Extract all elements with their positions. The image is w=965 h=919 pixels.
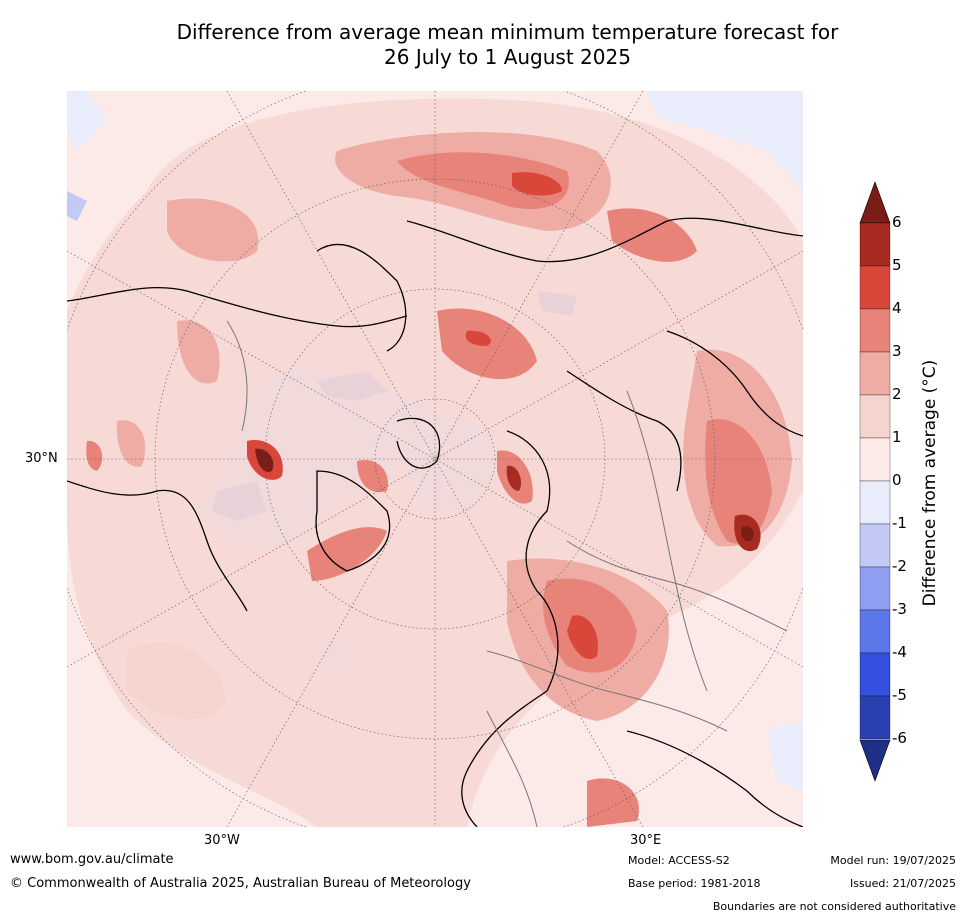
website-text: www.bom.gov.au/climate	[10, 852, 174, 867]
colorbar-bands	[859, 222, 891, 740]
colorbar-band	[859, 308, 891, 353]
country-borders	[226, 320, 788, 827]
graticule	[67, 91, 803, 827]
colorbar-band	[859, 652, 891, 697]
colorbar-label: Difference from average (°C)	[920, 359, 940, 607]
lon-label-30w: 30°W	[204, 833, 240, 848]
colorbar-tick-label: 3	[892, 342, 902, 360]
copyright-text: © Commonwealth of Australia 2025, Austra…	[10, 876, 471, 891]
map-title: Difference from average mean minimum tem…	[100, 20, 915, 70]
forecast-map	[67, 91, 803, 827]
model-run-text: Model run: 19/07/2025	[830, 854, 956, 867]
map-svg	[67, 91, 803, 827]
colorbar-tick-label: -5	[892, 686, 907, 704]
colorbar-tick-label: 6	[892, 213, 902, 231]
lat-label-30n: 30°N	[25, 451, 58, 466]
colorbar-band	[859, 222, 891, 267]
colorbar-band	[859, 566, 891, 611]
colorbar-band	[859, 437, 891, 482]
model-text: Model: ACCESS-S2	[628, 854, 730, 867]
coastlines	[67, 217, 803, 827]
colorbar-band	[859, 609, 891, 654]
colorbar-tick-label: -1	[892, 514, 907, 532]
colorbar-tick-label: 4	[892, 299, 902, 317]
disclaimer-text: Boundaries are not considered authoritat…	[712, 900, 956, 913]
base-period-text: Base period: 1981-2018	[628, 877, 761, 890]
colorbar-tick-label: -6	[892, 729, 907, 747]
colorbar-band	[859, 394, 891, 439]
colorbar-bottom-arrow	[859, 739, 891, 782]
colorbar-tick-label: 2	[892, 385, 902, 403]
colorbar-tick-label: 5	[892, 256, 902, 274]
colorbar	[859, 181, 891, 782]
title-line-1: Difference from average mean minimum tem…	[176, 20, 839, 44]
colorbar-tick-label: -2	[892, 557, 907, 575]
issued-text: Issued: 21/07/2025	[849, 877, 956, 890]
colorbar-band	[859, 523, 891, 568]
colorbar-tick-label: -3	[892, 600, 907, 618]
colorbar-top-arrow	[859, 181, 891, 224]
colorbar-band	[859, 480, 891, 525]
colorbar-band	[859, 265, 891, 310]
lon-label-30e: 30°E	[630, 833, 662, 848]
colorbar-band	[859, 351, 891, 396]
colorbar-band	[859, 695, 891, 740]
colorbar-tick-label: 0	[892, 471, 902, 489]
title-line-2: 26 July to 1 August 2025	[384, 45, 631, 69]
colorbar-tick-label: -4	[892, 643, 907, 661]
colorbar-tick-label: 1	[892, 428, 902, 446]
